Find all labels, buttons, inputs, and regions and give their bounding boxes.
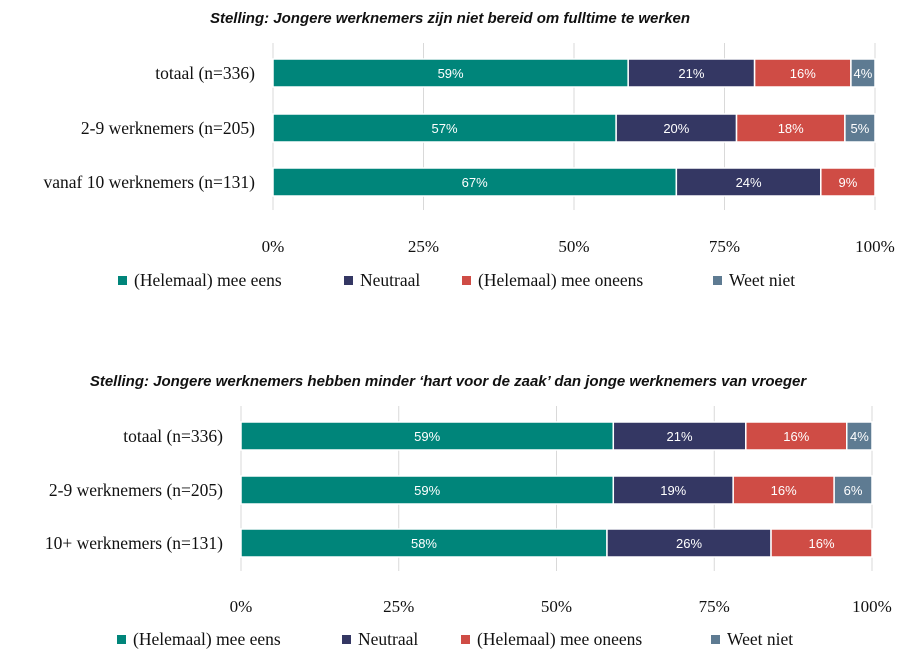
x-tick-label: 50%	[558, 237, 589, 256]
legend-swatch	[118, 276, 127, 285]
category-label: totaal (n=336)	[123, 426, 223, 446]
bar-segment	[745, 421, 848, 451]
data-label: 16%	[783, 429, 809, 444]
legend-label: Weet niet	[727, 629, 793, 649]
legend-label: (Helemaal) mee oneens	[478, 270, 643, 290]
bar-segment	[850, 58, 876, 88]
category-label: totaal (n=336)	[155, 63, 255, 83]
bar-segment	[606, 528, 772, 558]
bar-segment	[833, 475, 873, 505]
legend-swatch	[117, 635, 126, 644]
data-label: 59%	[414, 429, 440, 444]
bar-segment	[735, 113, 846, 143]
legend-swatch	[711, 635, 720, 644]
chart-2-title: Stelling: Jongere werknemers hebben mind…	[90, 373, 808, 390]
x-tick-label: 0%	[262, 237, 285, 256]
x-tick-label: 100%	[852, 597, 892, 616]
data-label: 16%	[790, 66, 816, 81]
x-tick-label: 25%	[408, 237, 439, 256]
category-label: 2-9 werknemers (n=205)	[81, 118, 255, 138]
legend-swatch	[713, 276, 722, 285]
legend-swatch	[462, 276, 471, 285]
x-tick-label: 100%	[855, 237, 895, 256]
bar-segment	[732, 475, 835, 505]
bar-segment	[240, 528, 608, 558]
legend-label: Weet niet	[729, 270, 795, 290]
data-label: 6%	[844, 483, 863, 498]
bar-segment	[844, 113, 876, 143]
data-label: 19%	[660, 483, 686, 498]
legend-swatch	[344, 276, 353, 285]
bar-segment	[820, 167, 876, 197]
bar-segment	[770, 528, 873, 558]
category-label: vanaf 10 werknemers (n=131)	[43, 172, 255, 192]
x-tick-label: 25%	[383, 597, 414, 616]
data-label: 4%	[854, 66, 873, 81]
bar-segment	[612, 475, 734, 505]
data-label: 5%	[851, 121, 870, 136]
legend-swatch	[342, 635, 351, 644]
data-label: 24%	[736, 175, 762, 190]
data-label: 9%	[839, 175, 858, 190]
bar-segment	[846, 421, 873, 451]
category-label: 10+ werknemers (n=131)	[45, 533, 223, 553]
data-label: 57%	[432, 121, 458, 136]
bar-segment	[240, 475, 615, 505]
x-tick-label: 75%	[699, 597, 730, 616]
category-label: 2-9 werknemers (n=205)	[49, 480, 223, 500]
legend-swatch	[461, 635, 470, 644]
data-label: 21%	[667, 429, 693, 444]
legend-label: (Helemaal) mee oneens	[477, 629, 642, 649]
data-label: 59%	[438, 66, 464, 81]
data-label: 26%	[676, 536, 702, 551]
legend-label: (Helemaal) mee eens	[134, 270, 282, 290]
data-label: 16%	[771, 483, 797, 498]
data-label: 20%	[663, 121, 689, 136]
data-label: 67%	[462, 175, 488, 190]
data-label: 58%	[411, 536, 437, 551]
legend-label: Neutraal	[358, 629, 418, 649]
bar-segment	[753, 58, 852, 88]
bar-segment	[272, 113, 617, 143]
data-label: 4%	[850, 429, 869, 444]
x-tick-label: 0%	[230, 597, 253, 616]
legend-label: (Helemaal) mee eens	[133, 629, 281, 649]
x-tick-label: 50%	[541, 597, 572, 616]
data-label: 59%	[414, 483, 440, 498]
data-label: 21%	[678, 66, 704, 81]
legend-label: Neutraal	[360, 270, 420, 290]
data-label: 16%	[809, 536, 835, 551]
data-label: 18%	[778, 121, 804, 136]
bar-segment	[272, 167, 678, 197]
x-tick-label: 75%	[709, 237, 740, 256]
chart-1-title: Stelling: Jongere werknemers zijn niet b…	[210, 10, 690, 27]
